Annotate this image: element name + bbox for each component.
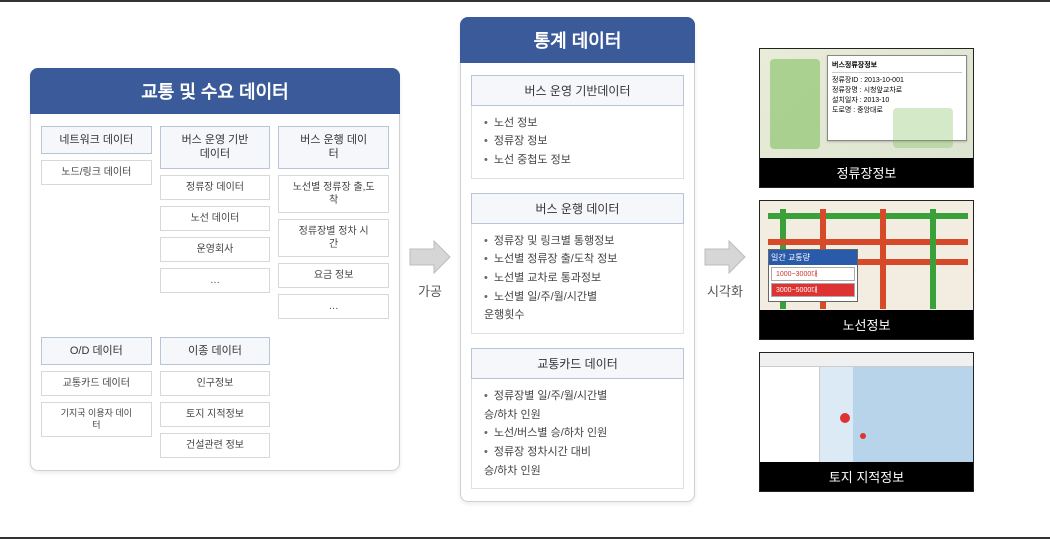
cell: 건설관련 정보 bbox=[160, 433, 271, 458]
legend-row: 1000~3000대 bbox=[771, 267, 855, 281]
legend-row: 3000~5000대 bbox=[771, 283, 855, 297]
cell: … bbox=[160, 268, 271, 293]
panel-body: 버스 운영 기반데이터 노선 정보 정류장 정보 노선 중첩도 정보 버스 운행… bbox=[461, 63, 694, 502]
list-item: 노선별 교차로 통과정보 bbox=[484, 269, 671, 288]
cell: 요금 정보 bbox=[278, 263, 389, 288]
thumb-caption: 정류장정보 bbox=[760, 158, 973, 187]
cell: … bbox=[278, 294, 389, 319]
list-item: 노선별 정류장 출/도착 정보 bbox=[484, 250, 671, 269]
col-hetero: 이종 데이터 인구정보 토지 지적정보 건설관련 정보 bbox=[160, 337, 271, 458]
list-item: 정류장 정보 bbox=[484, 132, 671, 151]
legend-title: 일간 교통량 bbox=[769, 250, 857, 265]
cell: 교통카드 데이터 bbox=[41, 371, 152, 396]
list-item: 정류장 및 링크별 통행정보 bbox=[484, 232, 671, 251]
row1-grid: 네트워크 데이터 노드/링크 데이터 버스 운영 기반 데이터 정류장 데이터 … bbox=[41, 126, 389, 319]
cell: 정류장 데이터 bbox=[160, 175, 271, 200]
thumb-stop-info: 버스정류장정보 정류장ID : 2013-10-001 정류장명 : 시청앞교차… bbox=[759, 48, 974, 188]
traffic-legend: 일간 교통량 1000~3000대 3000~5000대 bbox=[768, 249, 858, 302]
col-header: 네트워크 데이터 bbox=[41, 126, 152, 154]
data-flow-diagram: 교통 및 수요 데이터 네트워크 데이터 노드/링크 데이터 버스 운영 기반 … bbox=[30, 22, 1020, 517]
list-item: 노선 중첩도 정보 bbox=[484, 151, 671, 170]
list-item: 정류장 정차시간 대비 승/하차 인원 bbox=[484, 443, 671, 480]
sub-list: 노선 정보 정류장 정보 노선 중첩도 정보 bbox=[471, 106, 684, 179]
popup-row: 정류장ID : 2013-10-001 bbox=[832, 75, 962, 85]
sub-header: 버스 운행 데이터 bbox=[471, 193, 684, 224]
arrow-label: 가공 bbox=[418, 281, 442, 300]
popup-row: 설치일자 : 2013-10 bbox=[832, 95, 962, 105]
col-header: 이종 데이터 bbox=[160, 337, 271, 365]
sub-card: 교통카드 데이터 정류장별 일/주/월/시간별 승/하차 인원 노선/버스별 승… bbox=[471, 348, 684, 489]
sub-bus-ops: 버스 운영 기반데이터 노선 정보 정류장 정보 노선 중첩도 정보 bbox=[471, 75, 684, 179]
sub-bus-run: 버스 운행 데이터 정류장 및 링크별 통행정보 노선별 정류장 출/도착 정보… bbox=[471, 193, 684, 334]
popup-row: 도로명 : 중앙대로 bbox=[832, 105, 962, 115]
arrow-visualize: 시각화 bbox=[695, 239, 755, 300]
list-item: 정류장별 일/주/월/시간별 승/하차 인원 bbox=[484, 387, 671, 424]
thumb-image: 일간 교통량 1000~3000대 3000~5000대 bbox=[760, 201, 973, 310]
cell: 인구정보 bbox=[160, 371, 271, 396]
cell: 운영회사 bbox=[160, 237, 271, 262]
thumb-caption: 토지 지적정보 bbox=[760, 462, 973, 491]
arrow-right-icon bbox=[408, 239, 452, 275]
col-od: O/D 데이터 교통카드 데이터 기지국 이용자 데이 터 bbox=[41, 337, 152, 458]
cell: 기지국 이용자 데이 터 bbox=[41, 402, 152, 437]
col-header: 버스 운행 데이 터 bbox=[278, 126, 389, 169]
sub-header: 버스 운영 기반데이터 bbox=[471, 75, 684, 106]
list-item: 노선 정보 bbox=[484, 114, 671, 133]
row2-grid: O/D 데이터 교통카드 데이터 기지국 이용자 데이 터 이종 데이터 인구정… bbox=[41, 337, 389, 458]
cell: 토지 지적정보 bbox=[160, 402, 271, 427]
thumb-route-info: 일간 교통량 1000~3000대 3000~5000대 노선정보 bbox=[759, 200, 974, 340]
arrow-right-icon bbox=[703, 239, 747, 275]
col-bus-run: 버스 운행 데이 터 노선별 정류장 출,도 착 정류장별 정차 시 간 요금 … bbox=[278, 126, 389, 319]
popup-title: 버스정류장정보 bbox=[832, 60, 962, 70]
viz-thumbnails: 버스정류장정보 정류장ID : 2013-10-001 정류장명 : 시청앞교차… bbox=[759, 48, 974, 492]
traffic-demand-panel: 교통 및 수요 데이터 네트워크 데이터 노드/링크 데이터 버스 운영 기반 … bbox=[30, 68, 400, 471]
sub-header: 교통카드 데이터 bbox=[471, 348, 684, 379]
popup-row: 정류장명 : 시청앞교차로 bbox=[832, 85, 962, 95]
cell: 정류장별 정차 시 간 bbox=[278, 219, 389, 257]
panel-title: 교통 및 수요 데이터 bbox=[30, 68, 400, 114]
thumb-caption: 노선정보 bbox=[760, 310, 973, 339]
thumb-land-info: 토지 지적정보 bbox=[759, 352, 974, 492]
list-item: 노선별 일/주/월/시간별 운행횟수 bbox=[484, 288, 671, 325]
list-item: 노선/버스별 승/하차 인원 bbox=[484, 424, 671, 443]
panel-body: 네트워크 데이터 노드/링크 데이터 버스 운영 기반 데이터 정류장 데이터 … bbox=[31, 114, 399, 470]
sub-list: 정류장별 일/주/월/시간별 승/하차 인원 노선/버스별 승/하차 인원 정류… bbox=[471, 379, 684, 489]
thumb-image bbox=[760, 353, 973, 462]
info-popup: 버스정류장정보 정류장ID : 2013-10-001 정류장명 : 시청앞교차… bbox=[827, 55, 967, 141]
cell: 노드/링크 데이터 bbox=[41, 160, 152, 185]
col-bus-ops: 버스 운영 기반 데이터 정류장 데이터 노선 데이터 운영회사 … bbox=[160, 126, 271, 319]
cell: 노선 데이터 bbox=[160, 206, 271, 231]
sub-list: 정류장 및 링크별 통행정보 노선별 정류장 출/도착 정보 노선별 교차로 통… bbox=[471, 224, 684, 334]
col-header: 버스 운영 기반 데이터 bbox=[160, 126, 271, 169]
stats-panel: 통계 데이터 버스 운영 기반데이터 노선 정보 정류장 정보 노선 중첩도 정… bbox=[460, 17, 695, 503]
arrow-process: 가공 bbox=[400, 239, 460, 300]
arrow-label: 시각화 bbox=[707, 281, 743, 300]
cell: 노선별 정류장 출,도 착 bbox=[278, 175, 389, 213]
thumb-image: 버스정류장정보 정류장ID : 2013-10-001 정류장명 : 시청앞교차… bbox=[760, 49, 973, 158]
col-network: 네트워크 데이터 노드/링크 데이터 bbox=[41, 126, 152, 319]
col-header: O/D 데이터 bbox=[41, 337, 152, 365]
panel-title: 통계 데이터 bbox=[460, 17, 695, 63]
